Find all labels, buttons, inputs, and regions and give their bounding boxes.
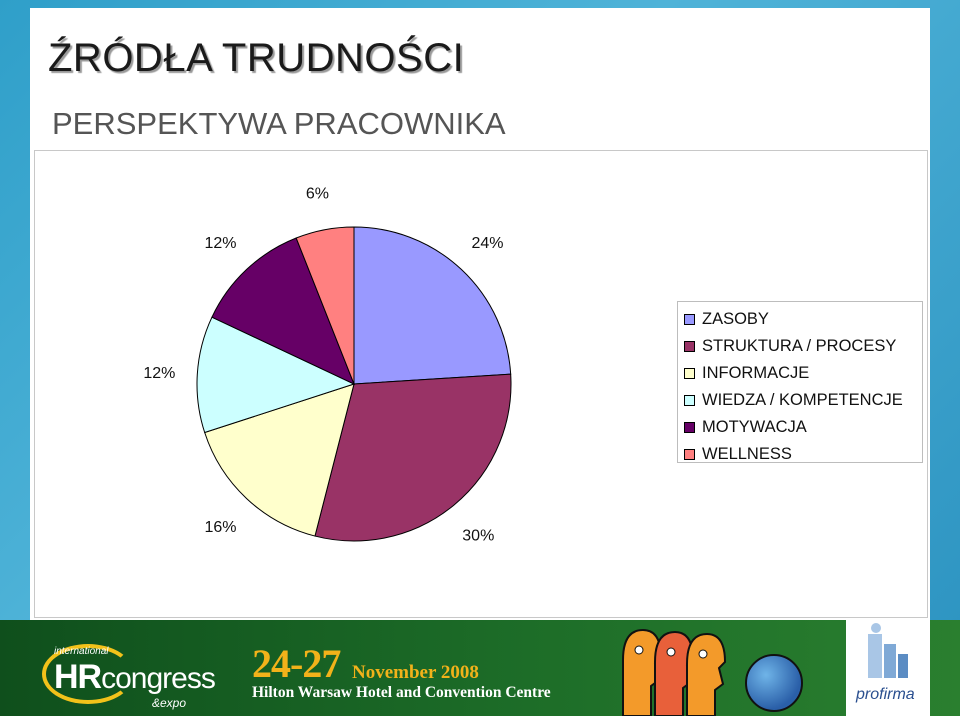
event-dates: 24-27 bbox=[252, 641, 341, 686]
logo-international-text: international bbox=[54, 646, 109, 657]
footer-banner: international HRcongress &expo 24-27 Nov… bbox=[0, 620, 960, 716]
legend-label: INFORMACJE bbox=[702, 364, 810, 382]
logo-hr-text: HR bbox=[54, 658, 102, 696]
globe-icon bbox=[745, 654, 803, 712]
legend-swatch bbox=[684, 422, 695, 433]
pie-chart: 24% 30% 16% 12% 12% 6% bbox=[143, 185, 512, 544]
data-label-wellness: 6% bbox=[306, 185, 329, 202]
legend-label: STRUKTURA / PROCESY bbox=[702, 337, 897, 355]
faces-illustration-icon bbox=[622, 628, 727, 716]
pie-slice-zasoby bbox=[353, 226, 512, 385]
logo-ring-icon bbox=[42, 644, 134, 704]
pie-slice-wiedza-kompetencje bbox=[196, 316, 356, 434]
chart-legend: ZASOBY STRUKTURA / PROCESY INFORMACJE WIEDZ… bbox=[677, 301, 923, 463]
legend-swatch bbox=[684, 314, 695, 325]
legend-label: MOTYWACJA bbox=[702, 418, 807, 436]
legend-label: ZASOBY bbox=[702, 310, 769, 328]
pie-slice-struktura-procesy bbox=[314, 373, 512, 542]
profirma-building-icon bbox=[868, 623, 908, 678]
legend-swatch bbox=[684, 341, 695, 352]
hr-congress-logo: international HRcongress &expo bbox=[40, 638, 216, 710]
profirma-text: profirma bbox=[856, 686, 915, 703]
slide-subtitle: PERSPEKTYWA PRACOWNIKA bbox=[52, 106, 506, 141]
slide-canvas: ŹRÓDŁA TRUDNOŚCI PERSPEKTYWA PRACOWNIKA … bbox=[30, 8, 930, 620]
slide-title: ŹRÓDŁA TRUDNOŚCI bbox=[48, 36, 465, 80]
legend-label: WIEDZA / KOMPETENCJE bbox=[702, 391, 903, 409]
legend-entry-wiedza-kompetencje: WIEDZA / KOMPETENCJE bbox=[684, 387, 922, 414]
legend-swatch bbox=[684, 395, 695, 406]
legend-entry-zasoby: ZASOBY bbox=[684, 306, 922, 333]
legend-entry-struktura-procesy: STRUKTURA / PROCESY bbox=[684, 333, 922, 360]
pie-slice-informacje bbox=[204, 383, 355, 537]
data-label-wiedza-kompetencje: 12% bbox=[143, 365, 175, 382]
legend-label: WELLNESS bbox=[702, 445, 792, 463]
legend-entry-informacje: INFORMACJE bbox=[684, 360, 922, 387]
legend-entry-wellness: WELLNESS bbox=[684, 441, 922, 468]
pie-slice-wellness bbox=[295, 226, 355, 385]
logo-expo-text: &expo bbox=[152, 696, 187, 710]
logo-hr-congress-text: HRcongress bbox=[54, 658, 216, 697]
legend-entry-motywacja: MOTYWACJA bbox=[684, 414, 922, 441]
logo-congress-text: congress bbox=[101, 662, 216, 695]
data-label-motywacja: 12% bbox=[204, 235, 236, 252]
event-venue: Hilton Warsaw Hotel and Convention Centr… bbox=[252, 684, 551, 701]
data-label-informacje: 16% bbox=[204, 519, 236, 536]
pie-slice-motywacja bbox=[211, 237, 355, 385]
event-month: November 2008 bbox=[352, 662, 479, 683]
data-label-struktura-procesy: 30% bbox=[462, 527, 494, 544]
profirma-logo: profirma bbox=[846, 620, 930, 716]
data-label-zasoby: 24% bbox=[471, 235, 503, 252]
legend-swatch bbox=[684, 449, 695, 460]
legend-swatch bbox=[684, 368, 695, 379]
